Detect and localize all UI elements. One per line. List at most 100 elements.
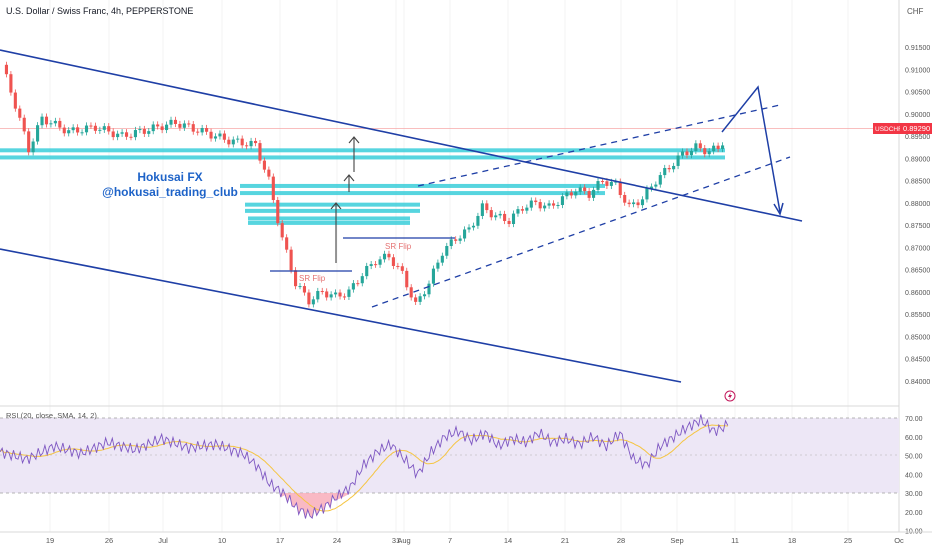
brand-name: Hokusai FX: [137, 170, 202, 184]
rsi-band: [0, 418, 899, 493]
candle-body: [485, 203, 489, 211]
candle-body: [262, 160, 266, 170]
price-tag-text: 0.89290: [903, 124, 930, 133]
lightning-alert-icon[interactable]: [724, 390, 736, 402]
candle-body: [245, 145, 249, 147]
candle-body: [124, 132, 129, 137]
candle-body: [583, 187, 587, 192]
candle-body: [249, 140, 253, 147]
rsi-line: [0, 414, 729, 519]
candle-body: [80, 132, 84, 134]
candle-body: [347, 289, 351, 297]
candle-body: [165, 124, 169, 131]
price-tick-label: 0.84500: [905, 357, 930, 364]
candle-body: [471, 225, 476, 228]
breakout-arrowhead: [348, 136, 360, 144]
candle-body: [592, 189, 596, 198]
price-tick-label: 0.86500: [905, 268, 930, 275]
candle-body: [178, 123, 182, 128]
candle-body: [76, 127, 80, 133]
candle-body: [382, 253, 387, 260]
candle-body: [205, 128, 209, 132]
candle-body: [427, 283, 431, 295]
time-axis-label: 31: [392, 536, 400, 545]
candle-body: [440, 255, 444, 263]
candle-body: [574, 191, 578, 196]
candle-body: [369, 264, 373, 266]
candle-body: [409, 287, 413, 298]
candle-body: [231, 139, 235, 145]
sr-zone: [248, 220, 410, 225]
candle-body: [618, 181, 622, 195]
time-axis-label: 7: [448, 536, 452, 545]
sr-zone: [240, 183, 605, 188]
candle-body: [102, 126, 106, 130]
candle-body: [267, 169, 271, 177]
candle-body: [632, 202, 636, 205]
breakout-arrowhead: [330, 202, 342, 210]
candle-body: [240, 138, 244, 146]
candle-body: [236, 138, 240, 140]
rising-channel-support[interactable]: [371, 156, 791, 308]
candle-body: [44, 116, 49, 125]
candle-body: [356, 283, 360, 285]
candle-body: [627, 202, 631, 205]
candle-body: [187, 123, 191, 125]
candle-body: [67, 130, 71, 134]
candle-body: [658, 175, 662, 185]
candle-body: [676, 155, 680, 166]
candle-body: [62, 127, 66, 134]
candle-body: [365, 265, 369, 277]
candle-body: [667, 168, 671, 170]
candle-body: [431, 268, 435, 284]
upper-channel-line[interactable]: [0, 49, 803, 222]
candle-body: [196, 131, 200, 133]
price-tick-label: 0.85000: [905, 334, 930, 341]
candle-body: [116, 133, 120, 138]
candle-body: [285, 237, 289, 250]
time-axis-label: 17: [276, 536, 284, 545]
candle-body: [351, 283, 355, 290]
candle-body: [107, 126, 111, 132]
candle-body: [600, 181, 605, 183]
projection-path[interactable]: [721, 85, 781, 213]
candle-body: [142, 129, 146, 134]
candle-body: [498, 213, 502, 216]
lower-channel-line[interactable]: [0, 248, 682, 383]
candle-body: [494, 215, 498, 218]
candle-body: [253, 140, 258, 144]
price-tick-label: 0.87500: [905, 223, 930, 230]
time-axis-label: 19: [46, 536, 54, 545]
candle-body: [672, 165, 676, 170]
drawings[interactable]: [0, 49, 803, 383]
candle-body: [654, 184, 658, 187]
candle-body: [645, 188, 649, 200]
rising-channel-resistance[interactable]: [417, 104, 781, 187]
time-axis-label: Sep: [670, 536, 683, 545]
candle-body: [489, 210, 493, 218]
rsi-tick-label: 60.00: [905, 435, 923, 442]
price-tag: [900, 123, 932, 134]
candles: [4, 61, 725, 308]
candle-body: [93, 125, 97, 131]
time-axis-label: 21: [561, 536, 569, 545]
candle-body: [405, 270, 409, 288]
time-axis-label: 24: [333, 536, 341, 545]
candle-body: [22, 117, 26, 132]
price-tick-label: 0.90500: [905, 90, 930, 97]
price-tick-label: 0.87000: [905, 245, 930, 252]
candle-body: [445, 246, 449, 256]
sr-flip-label: SR Flip: [385, 242, 412, 251]
rsi-tick-label: 50.00: [905, 454, 923, 461]
candle-body: [49, 123, 53, 125]
brand-handle: @hokusai_trading_club: [102, 185, 238, 199]
price-axis[interactable]: [899, 0, 932, 532]
candle-body: [543, 205, 547, 209]
candle-body: [213, 136, 218, 139]
price-tick-label: 0.85500: [905, 312, 930, 319]
candle-body: [578, 187, 582, 192]
price-tick-label: 0.91000: [905, 67, 930, 74]
